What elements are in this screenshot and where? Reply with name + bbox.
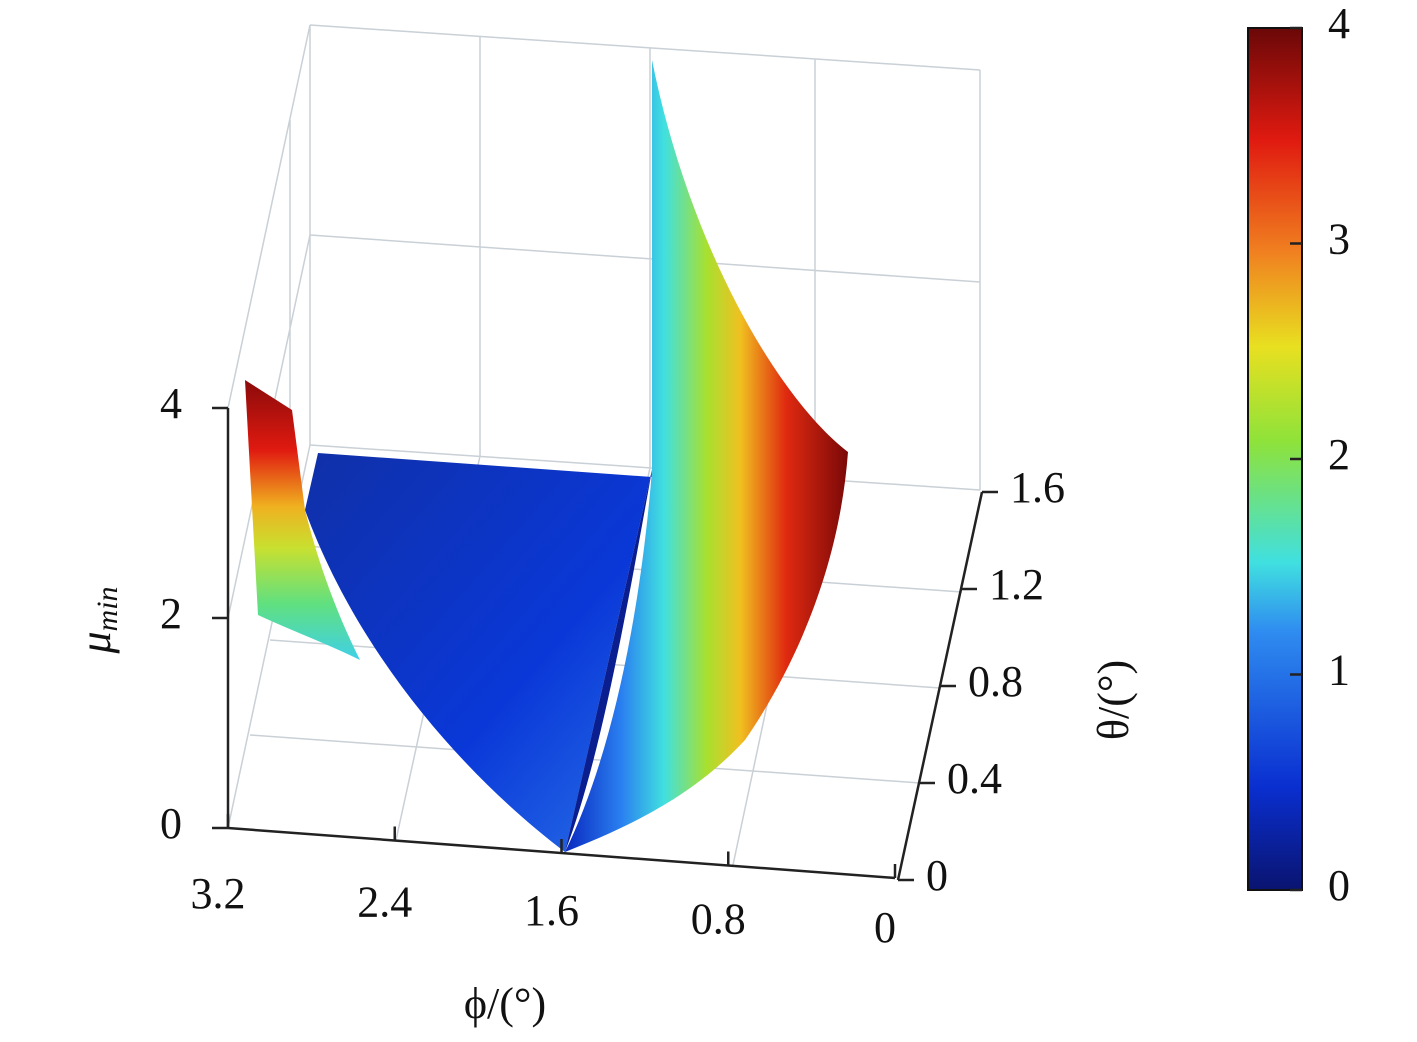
colorbar-tick-label: 1 — [1328, 646, 1350, 695]
colorbar-tick-label: 0 — [1328, 861, 1350, 910]
y-tick-label: 1.6 — [1010, 463, 1065, 512]
y-axis-label: θ/(°) — [1089, 660, 1138, 740]
box-grid — [227, 24, 981, 866]
x-axis-label: ϕ/(°) — [464, 979, 546, 1028]
y-tick-label: 0.4 — [947, 754, 1002, 803]
z-tick-label: 0 — [160, 799, 182, 848]
x-tick-label: 0 — [874, 903, 896, 952]
z-axis-label: μmin — [71, 586, 124, 654]
x-tick-label: 2.4 — [357, 878, 412, 927]
z-label-main: μ — [71, 631, 120, 654]
surface — [245, 60, 848, 852]
colorbar-tick-label: 2 — [1328, 430, 1350, 479]
x-tick-label: 3.2 — [191, 869, 246, 918]
y-tick-label: 0.8 — [968, 657, 1023, 706]
colorbar-tick-label: 4 — [1328, 0, 1350, 48]
z-tick-label: 2 — [160, 589, 182, 638]
z-label-sub: min — [91, 586, 124, 631]
z-tick-label: 4 — [160, 379, 182, 428]
x-tick-label: 1.6 — [524, 886, 579, 935]
y-tick-label: 1.2 — [989, 560, 1044, 609]
x-tick-label: 0.8 — [691, 895, 746, 944]
colorbar-tick-label: 3 — [1328, 215, 1350, 264]
y-tick-label: 0 — [926, 851, 948, 900]
